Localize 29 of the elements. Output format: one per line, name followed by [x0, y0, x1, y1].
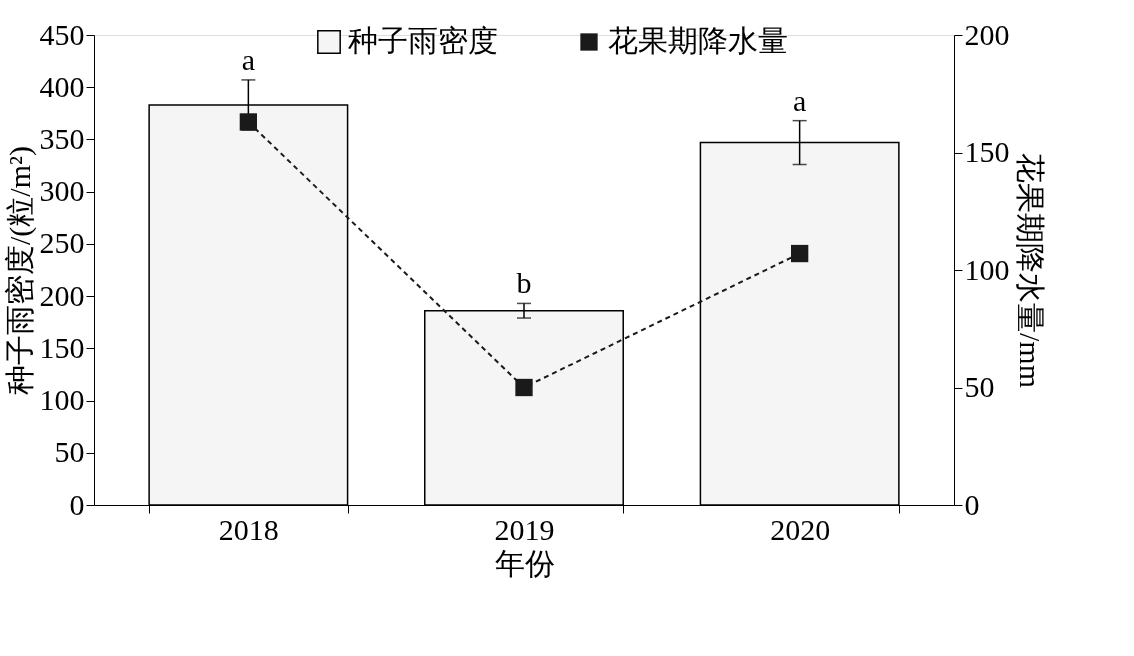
y2-tick-label: 0	[964, 487, 980, 521]
y-tick-label: 400	[39, 69, 85, 103]
legend-label: 种子雨密度	[348, 24, 498, 57]
x-tick-label: 2018	[218, 512, 279, 546]
y-axis-title: 种子雨密度/(粒/m²)	[2, 146, 37, 395]
annotation: a	[792, 83, 807, 117]
y-tick-label: 50	[54, 435, 85, 469]
y2-tick-label: 200	[964, 17, 1010, 51]
legend-label: 花果期降水量	[608, 24, 788, 57]
y2-axis-title: 花果期降水量/mm	[1013, 152, 1047, 389]
annotation: b	[516, 266, 532, 300]
x-axis-title: 年份	[494, 546, 555, 580]
y-tick-label: 100	[39, 383, 85, 417]
y2-tick-label: 50	[964, 370, 995, 403]
point	[790, 244, 809, 263]
y-tick-label: 350	[39, 121, 85, 155]
point	[515, 378, 533, 397]
y-tick-label: 450	[39, 17, 85, 51]
y-tick-label: 250	[39, 226, 85, 260]
y-tick-label: 300	[39, 174, 85, 208]
y2-tick-label: 100	[964, 252, 1010, 286]
annotation: a	[241, 42, 256, 76]
point	[239, 113, 258, 131]
y-tick-label: 200	[39, 278, 85, 312]
x-tick-label: 2019	[494, 512, 555, 546]
y-tick-label: 0	[69, 487, 85, 521]
y2-tick-label: 150	[964, 135, 1010, 168]
x-tick-label: 2020	[770, 512, 831, 546]
y-tick-label: 150	[39, 330, 85, 364]
